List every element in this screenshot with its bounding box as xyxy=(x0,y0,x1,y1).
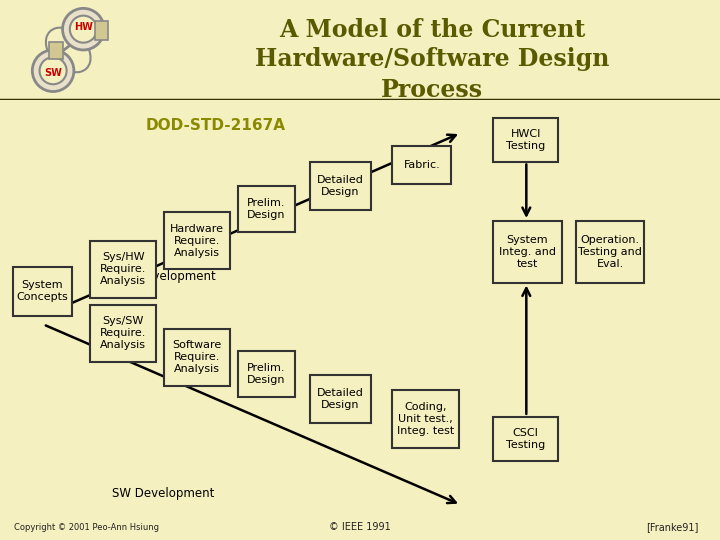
Bar xyxy=(13,267,72,315)
Circle shape xyxy=(32,50,74,92)
Text: CSCI
Testing: CSCI Testing xyxy=(506,428,545,450)
Bar xyxy=(238,351,295,397)
Text: HW Development: HW Development xyxy=(112,269,215,282)
Bar xyxy=(90,241,156,298)
Text: Hardware
Require.
Analysis: Hardware Require. Analysis xyxy=(171,224,225,258)
Bar xyxy=(493,221,562,282)
Bar xyxy=(310,375,371,423)
Text: [Franke91]: [Franke91] xyxy=(646,522,698,532)
Bar xyxy=(493,417,558,461)
Text: DOD-STD-2167A: DOD-STD-2167A xyxy=(146,118,286,133)
Text: System
Concepts: System Concepts xyxy=(17,280,68,302)
Text: System
Integ. and
test: System Integ. and test xyxy=(499,235,556,269)
Text: A Model of the Current: A Model of the Current xyxy=(279,18,585,42)
Text: Sys/HW
Require.
Analysis: Sys/HW Require. Analysis xyxy=(100,252,146,286)
Circle shape xyxy=(70,16,97,43)
Bar xyxy=(392,146,451,184)
Text: Copyright © 2001 Peo-Ann Hsiung: Copyright © 2001 Peo-Ann Hsiung xyxy=(14,523,159,532)
Text: SW: SW xyxy=(44,68,62,78)
Circle shape xyxy=(63,9,104,50)
Text: Prelim.
Design: Prelim. Design xyxy=(247,363,286,385)
Text: Prelim.
Design: Prelim. Design xyxy=(247,198,286,220)
Text: Fabric.: Fabric. xyxy=(403,160,441,170)
Text: HW: HW xyxy=(74,22,93,32)
Circle shape xyxy=(40,57,67,84)
Text: HWCI
Testing: HWCI Testing xyxy=(506,129,545,151)
Bar xyxy=(392,390,459,448)
Bar xyxy=(90,305,156,362)
Text: Process: Process xyxy=(381,78,483,102)
Bar xyxy=(164,212,230,269)
Bar xyxy=(576,221,644,282)
FancyBboxPatch shape xyxy=(50,42,63,59)
Text: Sys/SW
Require.
Analysis: Sys/SW Require. Analysis xyxy=(100,316,146,350)
Text: © IEEE 1991: © IEEE 1991 xyxy=(329,522,391,532)
Text: Hardware/Software Design: Hardware/Software Design xyxy=(255,47,609,71)
Bar xyxy=(238,186,295,232)
Text: Detailed
Design: Detailed Design xyxy=(317,175,364,197)
Text: Software
Require.
Analysis: Software Require. Analysis xyxy=(173,340,222,374)
Bar xyxy=(164,329,230,386)
Bar xyxy=(493,118,558,161)
Text: Coding,
Unit test.,
Integ. test: Coding, Unit test., Integ. test xyxy=(397,402,454,436)
FancyBboxPatch shape xyxy=(95,21,108,39)
Text: SW Development: SW Development xyxy=(112,487,214,500)
Text: Detailed
Design: Detailed Design xyxy=(317,388,364,410)
Bar xyxy=(310,161,371,210)
Text: Operation.
Testing and
Eval.: Operation. Testing and Eval. xyxy=(578,235,642,269)
